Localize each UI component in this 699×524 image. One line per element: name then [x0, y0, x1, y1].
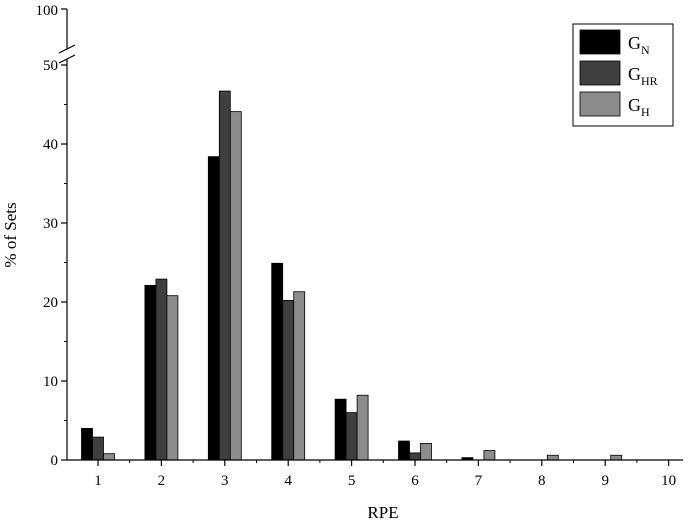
bars-group: [81, 90, 623, 461]
y-tick-label: 20: [43, 295, 58, 311]
legend-swatch: [579, 29, 621, 55]
bar-GHR-3: [218, 90, 231, 461]
x-tick-label: 5: [348, 473, 356, 489]
bar-GHR-5: [345, 412, 358, 461]
bar-GH-3: [229, 111, 242, 461]
bar-GH-2: [166, 295, 179, 461]
bar-GHR-4: [282, 300, 295, 461]
bar-GN-2: [144, 285, 157, 461]
legend-swatch: [579, 91, 621, 117]
y-axis-label: % of Sets: [1, 202, 20, 267]
bar-GH-4: [293, 291, 306, 461]
x-tick-label: 2: [158, 473, 166, 489]
x-tick-label: 4: [284, 473, 292, 489]
legend-swatch: [579, 60, 621, 86]
bar-GHR-6: [409, 452, 421, 461]
bar-GN-3: [207, 156, 220, 461]
bar-GH-9: [610, 454, 623, 461]
axes-group: [58, 9, 683, 461]
bar-GHR-1: [92, 436, 104, 461]
bar-GHR-2: [155, 278, 168, 461]
x-tick-label: 7: [475, 473, 483, 489]
y-tick-label: 0: [51, 453, 59, 469]
bar-GH-1: [103, 453, 115, 461]
bar-GN-5: [334, 398, 347, 461]
x-tick-label: 3: [221, 473, 229, 489]
x-tick-label: 6: [411, 473, 419, 489]
x-axis-label: RPE: [367, 503, 398, 522]
x-tick-label: 8: [538, 473, 546, 489]
bar-GH-6: [420, 443, 432, 461]
bar-GN-4: [271, 262, 284, 461]
ticks-group: 0 10 20 30 40 50 100 1 2 3 4 5 6 7 8 9 10: [36, 3, 677, 489]
y-tick-label: 30: [43, 216, 58, 232]
bar-GN-1: [81, 427, 93, 461]
y-tick-label: 10: [43, 374, 58, 390]
y-tick-label: 40: [43, 137, 58, 153]
bar-GH-8: [546, 454, 559, 461]
x-tick-label: 10: [661, 473, 676, 489]
bar-GH-5: [356, 394, 369, 461]
x-tick-label: 9: [601, 473, 609, 489]
axis-break-mark: [58, 54, 76, 64]
bar-GH-7: [483, 450, 496, 461]
bar-GN-6: [398, 440, 410, 461]
y-tick-label: 50: [43, 58, 58, 74]
x-tick-label: 1: [94, 473, 102, 489]
axis-break-mark: [58, 44, 76, 54]
y-tick-label: 100: [36, 3, 59, 19]
